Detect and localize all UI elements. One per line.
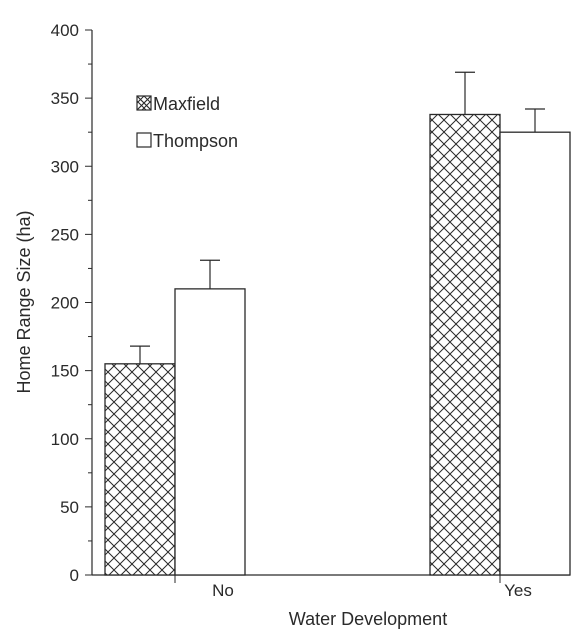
x-tick-label-no: No xyxy=(212,581,234,600)
bar-maxfield-no xyxy=(104,363,176,576)
legend-swatch-cross xyxy=(136,95,152,111)
bar-thompson-yes xyxy=(499,131,571,576)
y-tick-label: 250 xyxy=(51,225,79,244)
y-tick-label: 400 xyxy=(51,21,79,40)
y-axis-title: Home Range Size (ha) xyxy=(14,210,34,393)
y-tick-label: 50 xyxy=(60,498,79,517)
y-tick-label: 300 xyxy=(51,157,79,176)
plot-area: 0 50 100 150 200 250 300 350 400 No Yes xyxy=(51,21,571,600)
y-tick-label: 0 xyxy=(70,566,79,585)
y-tick-label: 150 xyxy=(51,362,79,381)
y-tick-label: 100 xyxy=(51,430,79,449)
bar-maxfield-yes xyxy=(429,113,501,576)
x-tick-label-yes: Yes xyxy=(504,581,532,600)
legend-label-thompson: Thompson xyxy=(153,131,238,151)
y-tick-label: 200 xyxy=(51,294,79,313)
legend: Maxfield Thompson xyxy=(136,94,238,151)
legend-swatch-thompson xyxy=(136,132,152,148)
bar-thompson-no xyxy=(174,288,246,576)
legend-label-maxfield: Maxfield xyxy=(153,94,220,114)
y-tick-label: 350 xyxy=(51,89,79,108)
x-axis-title: Water Development xyxy=(289,609,447,629)
